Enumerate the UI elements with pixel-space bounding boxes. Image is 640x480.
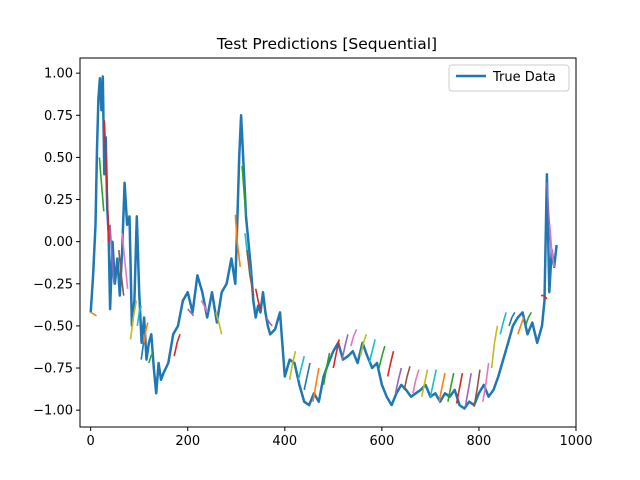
x-tick-label: 400 [272, 434, 297, 449]
prediction-segment [499, 312, 507, 335]
prediction-segment [265, 317, 273, 327]
axes-frame [79, 57, 577, 428]
x-tick-label: 600 [369, 434, 394, 449]
prediction-segment [359, 334, 368, 357]
y-tick-label: −0.25 [33, 277, 73, 292]
prediction-segment [118, 250, 125, 296]
prediction-segment [215, 312, 223, 335]
prediction-segment [241, 165, 247, 217]
prediction-segment [368, 339, 376, 364]
plot-area [89, 75, 558, 410]
prediction-segment [332, 339, 340, 369]
prediction-segment [490, 325, 499, 369]
prediction-segment [143, 322, 149, 343]
y-tick-label: 0.75 [44, 109, 73, 124]
y-tick-label: 0.25 [44, 193, 73, 208]
prediction-segment [109, 224, 115, 284]
prediction-segment [420, 369, 429, 397]
prediction-segment [524, 311, 533, 327]
prediction-segment [464, 372, 472, 407]
y-axis: 1.00 0.75 0.50 0.25 0.00 −0.25 −0.50 −0.75 −1.00 [33, 67, 80, 419]
prediction-segment [148, 352, 154, 364]
prediction-segment [394, 367, 403, 394]
prediction-segment [90, 311, 97, 317]
prediction-segment [254, 288, 262, 310]
prediction-segment [508, 312, 516, 327]
x-tick-label: 1000 [559, 434, 592, 449]
y-tick-label: −1.00 [33, 404, 73, 419]
prediction-segment [455, 372, 464, 404]
legend: True Data [448, 64, 570, 92]
prediction-segment [403, 366, 411, 391]
legend-label-true-data: True Data [492, 70, 556, 85]
prediction-segment [173, 334, 181, 357]
prediction-segment [136, 305, 142, 327]
prediction-segment [121, 233, 129, 289]
x-tick-label: 800 [467, 434, 492, 449]
prediction-segment [447, 372, 455, 402]
x-tick-label: 200 [175, 434, 200, 449]
prediction-segment [246, 250, 255, 296]
y-tick-label: 0.50 [44, 151, 73, 166]
prediction-segment [438, 372, 446, 402]
prediction-segment [517, 317, 525, 335]
prediction-segment [350, 328, 358, 347]
prediction-segment [482, 362, 490, 402]
chart-title: Test Predictions [Sequential] [216, 35, 437, 53]
prediction-segment [98, 157, 105, 212]
prediction-segment [322, 352, 331, 386]
prediction-segment [303, 362, 311, 391]
legend-box [448, 64, 570, 92]
prediction-segment [341, 334, 349, 360]
y-tick-label: −0.75 [33, 362, 73, 377]
prediction-segment [378, 345, 386, 369]
prediction-segment [129, 300, 138, 340]
prediction-segment [541, 294, 548, 300]
prediction-segment [386, 351, 395, 377]
prediction-segment [288, 351, 297, 380]
y-tick-label: 1.00 [44, 67, 73, 82]
y-tick-label: −0.50 [33, 319, 73, 334]
prediction-segment [473, 369, 481, 407]
prediction-segment [312, 367, 320, 402]
prediction-segment [549, 224, 555, 268]
prediction-segment [103, 120, 110, 242]
y-tick-label: 0.00 [44, 235, 73, 250]
prediction-segment [297, 356, 305, 380]
prediction-segment [234, 214, 241, 267]
prediction-segment [412, 369, 420, 394]
prediction-segment [187, 308, 195, 317]
x-axis: 0 200 400 600 800 1000 [87, 427, 593, 449]
x-tick-label: 0 [87, 434, 95, 449]
prediction-segment [429, 369, 437, 397]
prediction-segment [200, 300, 208, 313]
